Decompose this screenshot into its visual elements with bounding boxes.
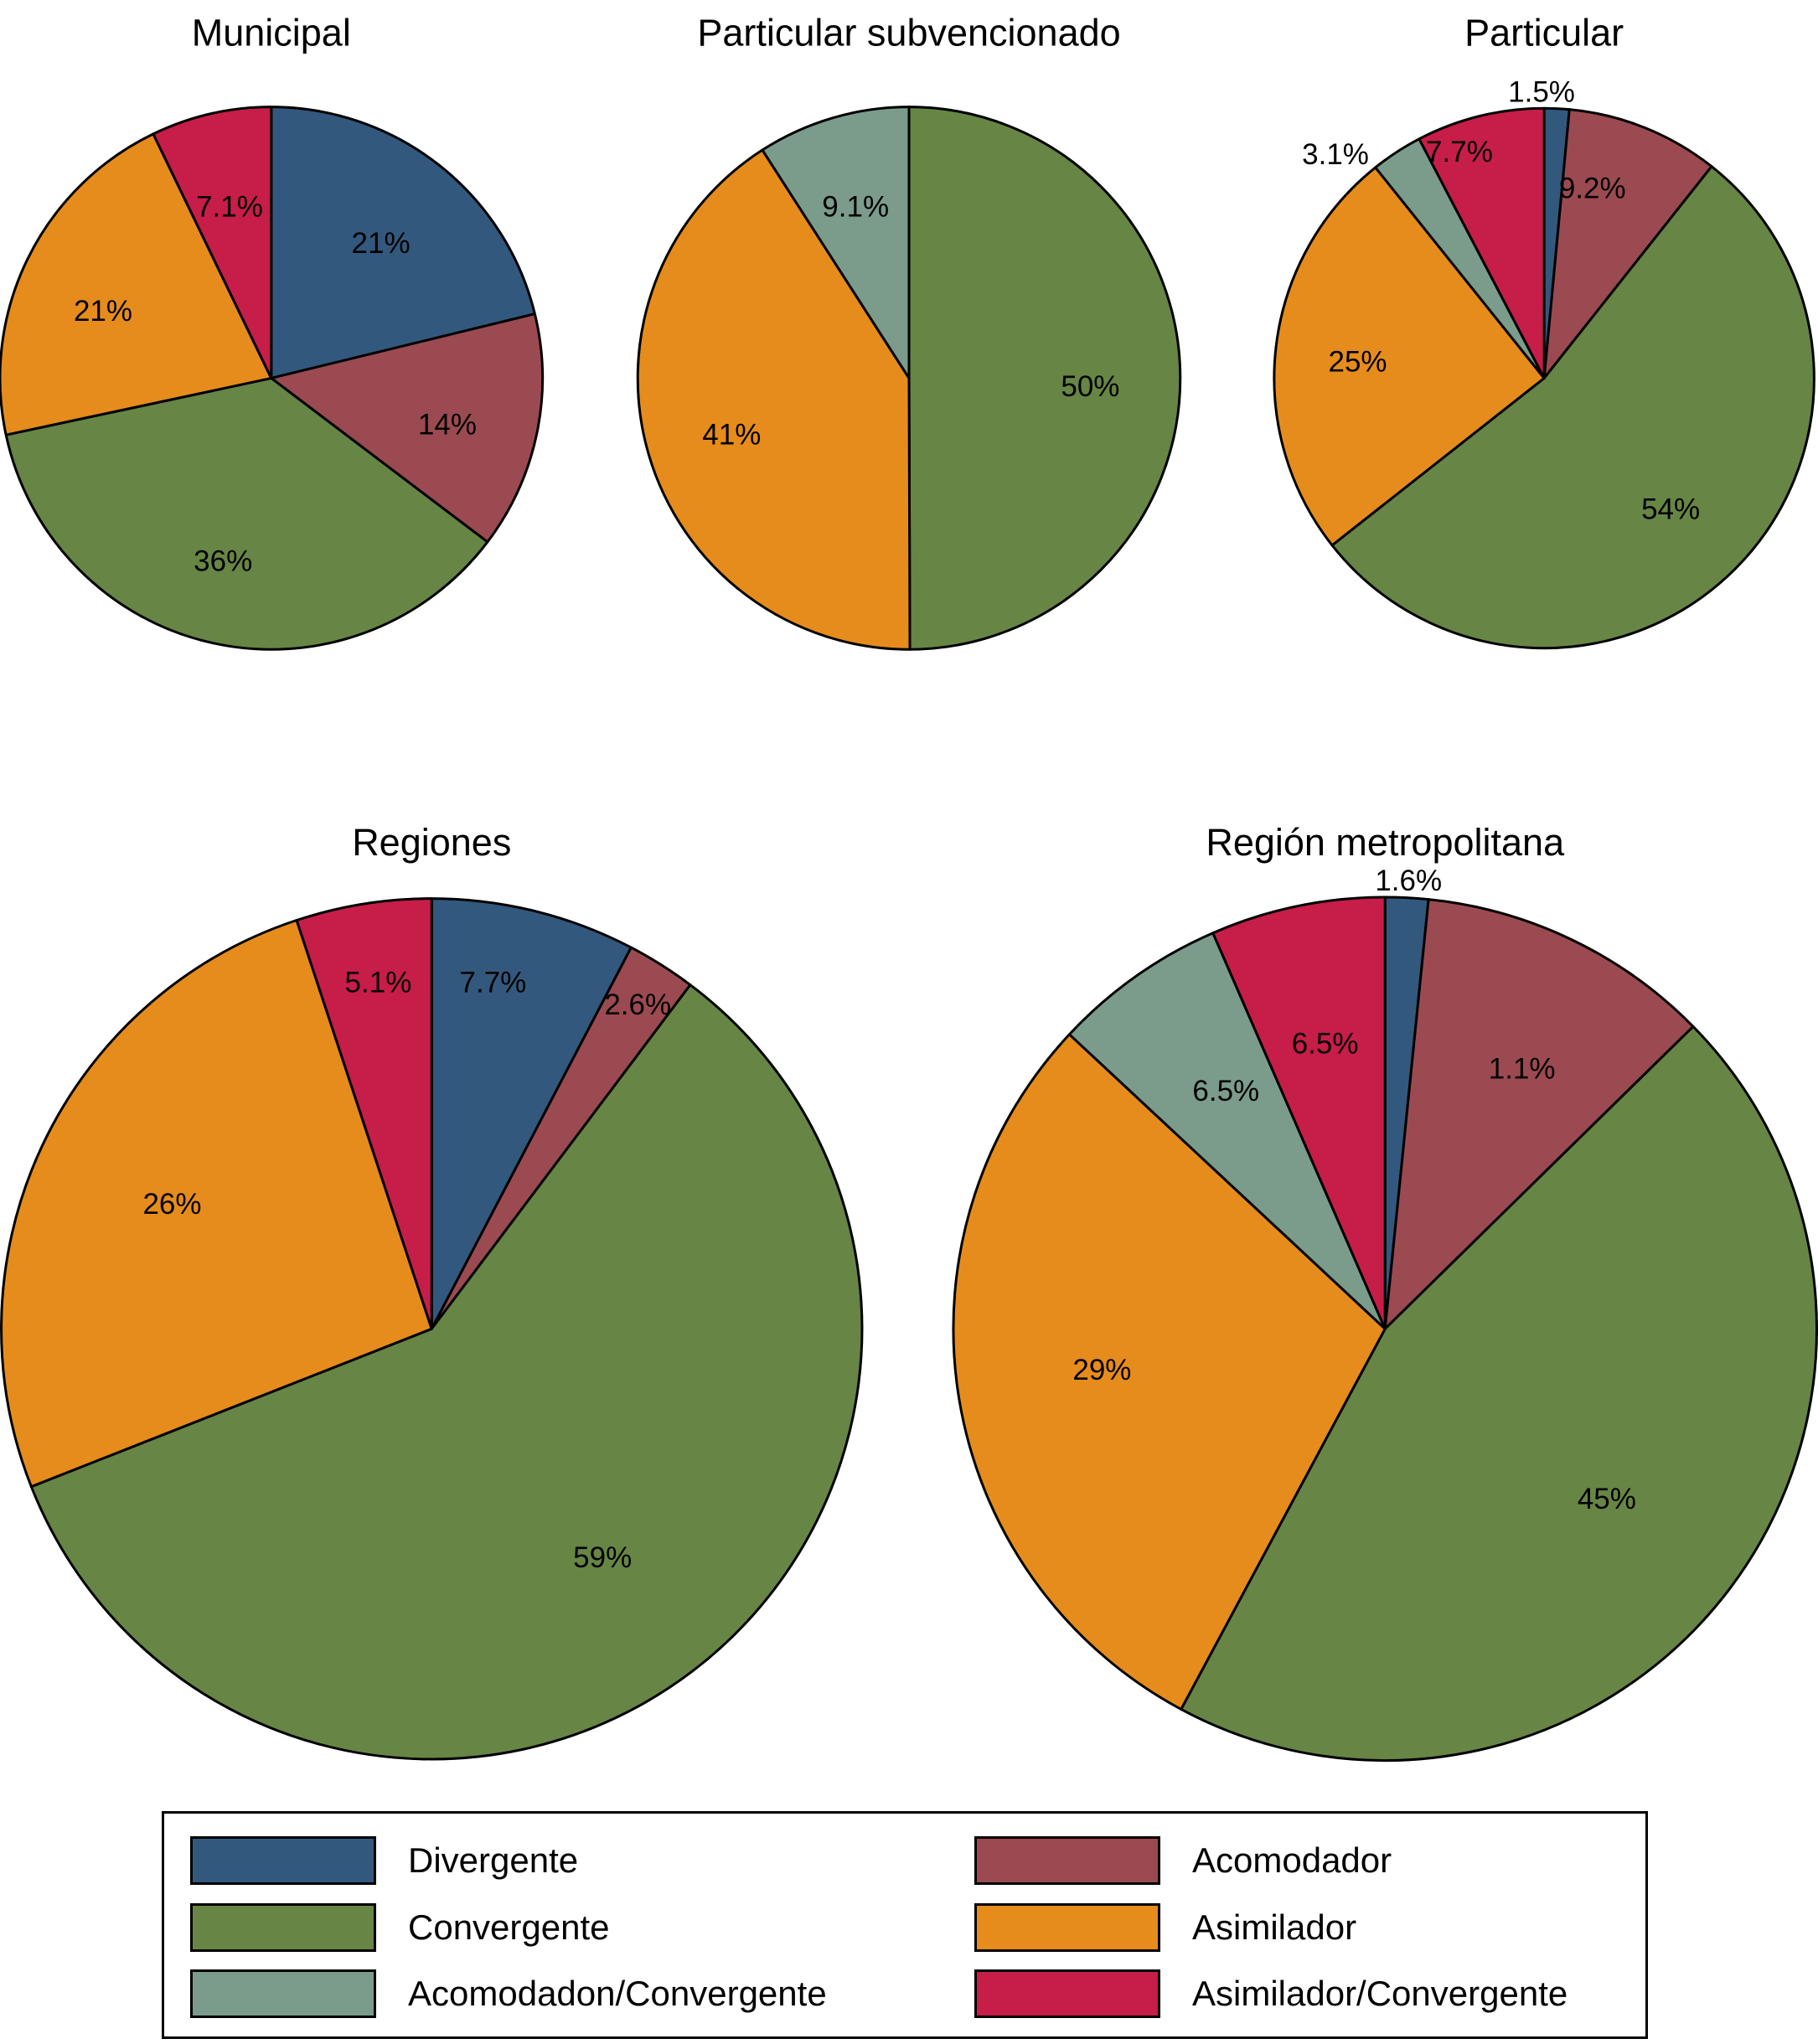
data-label: 25%	[1328, 346, 1387, 379]
pie-regiones: Regiones 7.7% 2.6% 59% 26% 5.1%	[0, 821, 864, 1761]
pie-slice-asimilador	[0, 919, 433, 1489]
pie-slice-asimilador	[0, 132, 273, 436]
data-label: 41%	[702, 419, 761, 452]
pie-slice-asimilador-convergente	[1418, 106, 1546, 379]
pie-title: Regiones	[352, 821, 511, 864]
legend-item-asimilador-convergente: Asimilador/Convergente	[974, 1968, 1568, 2020]
pie-slice-asimilador-convergente	[152, 106, 273, 379]
data-label: 1.1%	[1489, 1052, 1556, 1085]
data-label: 59%	[573, 1541, 632, 1574]
pie-slice-acomodadon-convergente	[761, 106, 911, 379]
data-label: 6.5%	[1292, 1028, 1359, 1061]
data-label: 36%	[194, 545, 252, 578]
data-label: 7.7%	[460, 967, 527, 999]
data-label: 9.1%	[822, 190, 889, 223]
pie-title: Municipal	[192, 11, 351, 54]
pie-particular: Particular 1.5% 9.2% 54% 25% 3.1% 7.7%	[1273, 11, 1815, 650]
legend-item-convergente: Convergente	[190, 1902, 610, 1954]
pie-slice-asimilador-convergente	[1211, 896, 1387, 1330]
data-label: 29%	[1072, 1354, 1131, 1386]
pie-particular-subvencionado: Particular subvencionado 50% 41% 9.1%	[636, 11, 1182, 651]
legend: Divergente Acomodador Convergente Asimil…	[162, 1811, 1648, 2039]
pie-slice-convergente	[29, 983, 864, 1761]
data-label: 45%	[1578, 1483, 1636, 1515]
legend-label: Divergente	[408, 1840, 579, 1880]
pie-slice-convergente	[1180, 1025, 1818, 1762]
pie-municipal: Municipal 21% 14% 36% 21% 7.1%	[0, 11, 545, 651]
legend-item-acomodadon-convergente: Acomodadon/Convergente	[190, 1968, 827, 2020]
legend-swatch	[190, 1836, 376, 1885]
pie-slice-asimilador	[1273, 166, 1546, 547]
pie-slice-divergente	[270, 106, 536, 379]
legend-label: Convergente	[408, 1907, 610, 1947]
data-label: 3.1%	[1302, 138, 1369, 171]
legend-swatch	[974, 1969, 1160, 2018]
pie-slice-acomodadon-convergente	[1067, 932, 1387, 1330]
pie-title: Particular subvencionado	[697, 11, 1120, 54]
data-label: 6.5%	[1192, 1075, 1259, 1107]
legend-swatch	[190, 1969, 376, 2018]
data-label: 50%	[1061, 370, 1119, 403]
data-label: 7.1%	[196, 190, 263, 223]
data-label: 14%	[418, 408, 477, 441]
legend-label: Acomodador	[1192, 1840, 1392, 1880]
pie-slice-acomodador	[1542, 108, 1713, 379]
pie-slice-convergente	[907, 106, 1182, 651]
data-label: 2.6%	[604, 988, 671, 1021]
data-label: 1.6%	[1375, 865, 1442, 897]
legend-label: Asimilador	[1192, 1907, 1357, 1947]
legend-item-acomodador: Acomodador	[974, 1835, 1392, 1887]
pie-slice-convergente	[1330, 165, 1815, 650]
data-label: 26%	[142, 1188, 201, 1221]
pie-slice-asimilador	[952, 1033, 1387, 1711]
pie-title: Particular	[1464, 11, 1624, 54]
pie-charts: Municipal 21% 14% 36% 21% 7.1% Particular subv…	[0, 11, 1818, 1762]
data-label: 21%	[74, 295, 132, 328]
data-label: 54%	[1641, 493, 1700, 525]
data-label: 7.7%	[1426, 136, 1493, 168]
data-label: 1.5%	[1508, 75, 1575, 108]
legend-label: Acomodadon/Convergente	[408, 1974, 827, 2013]
data-label: 21%	[352, 227, 411, 260]
pie-slice-convergente	[4, 376, 489, 651]
data-label: 5.1%	[345, 967, 412, 999]
legend-item-divergente: Divergente	[190, 1835, 578, 1887]
legend-swatch	[190, 1903, 376, 1952]
legend-item-asimilador: Asimilador	[974, 1902, 1356, 1954]
legend-swatch	[974, 1903, 1160, 1952]
data-label: 9.2%	[1559, 173, 1626, 205]
legend-label: Asimilador/Convergente	[1192, 1974, 1568, 2013]
pie-slice-asimilador-convergente	[295, 897, 433, 1330]
pie-title: Región metropolitana	[1206, 821, 1565, 864]
pie-slice-divergente	[430, 897, 633, 1330]
pie-slice-acomodador	[270, 312, 545, 544]
legend-swatch	[974, 1836, 1160, 1885]
pie-slice-acomodador	[1383, 898, 1695, 1330]
